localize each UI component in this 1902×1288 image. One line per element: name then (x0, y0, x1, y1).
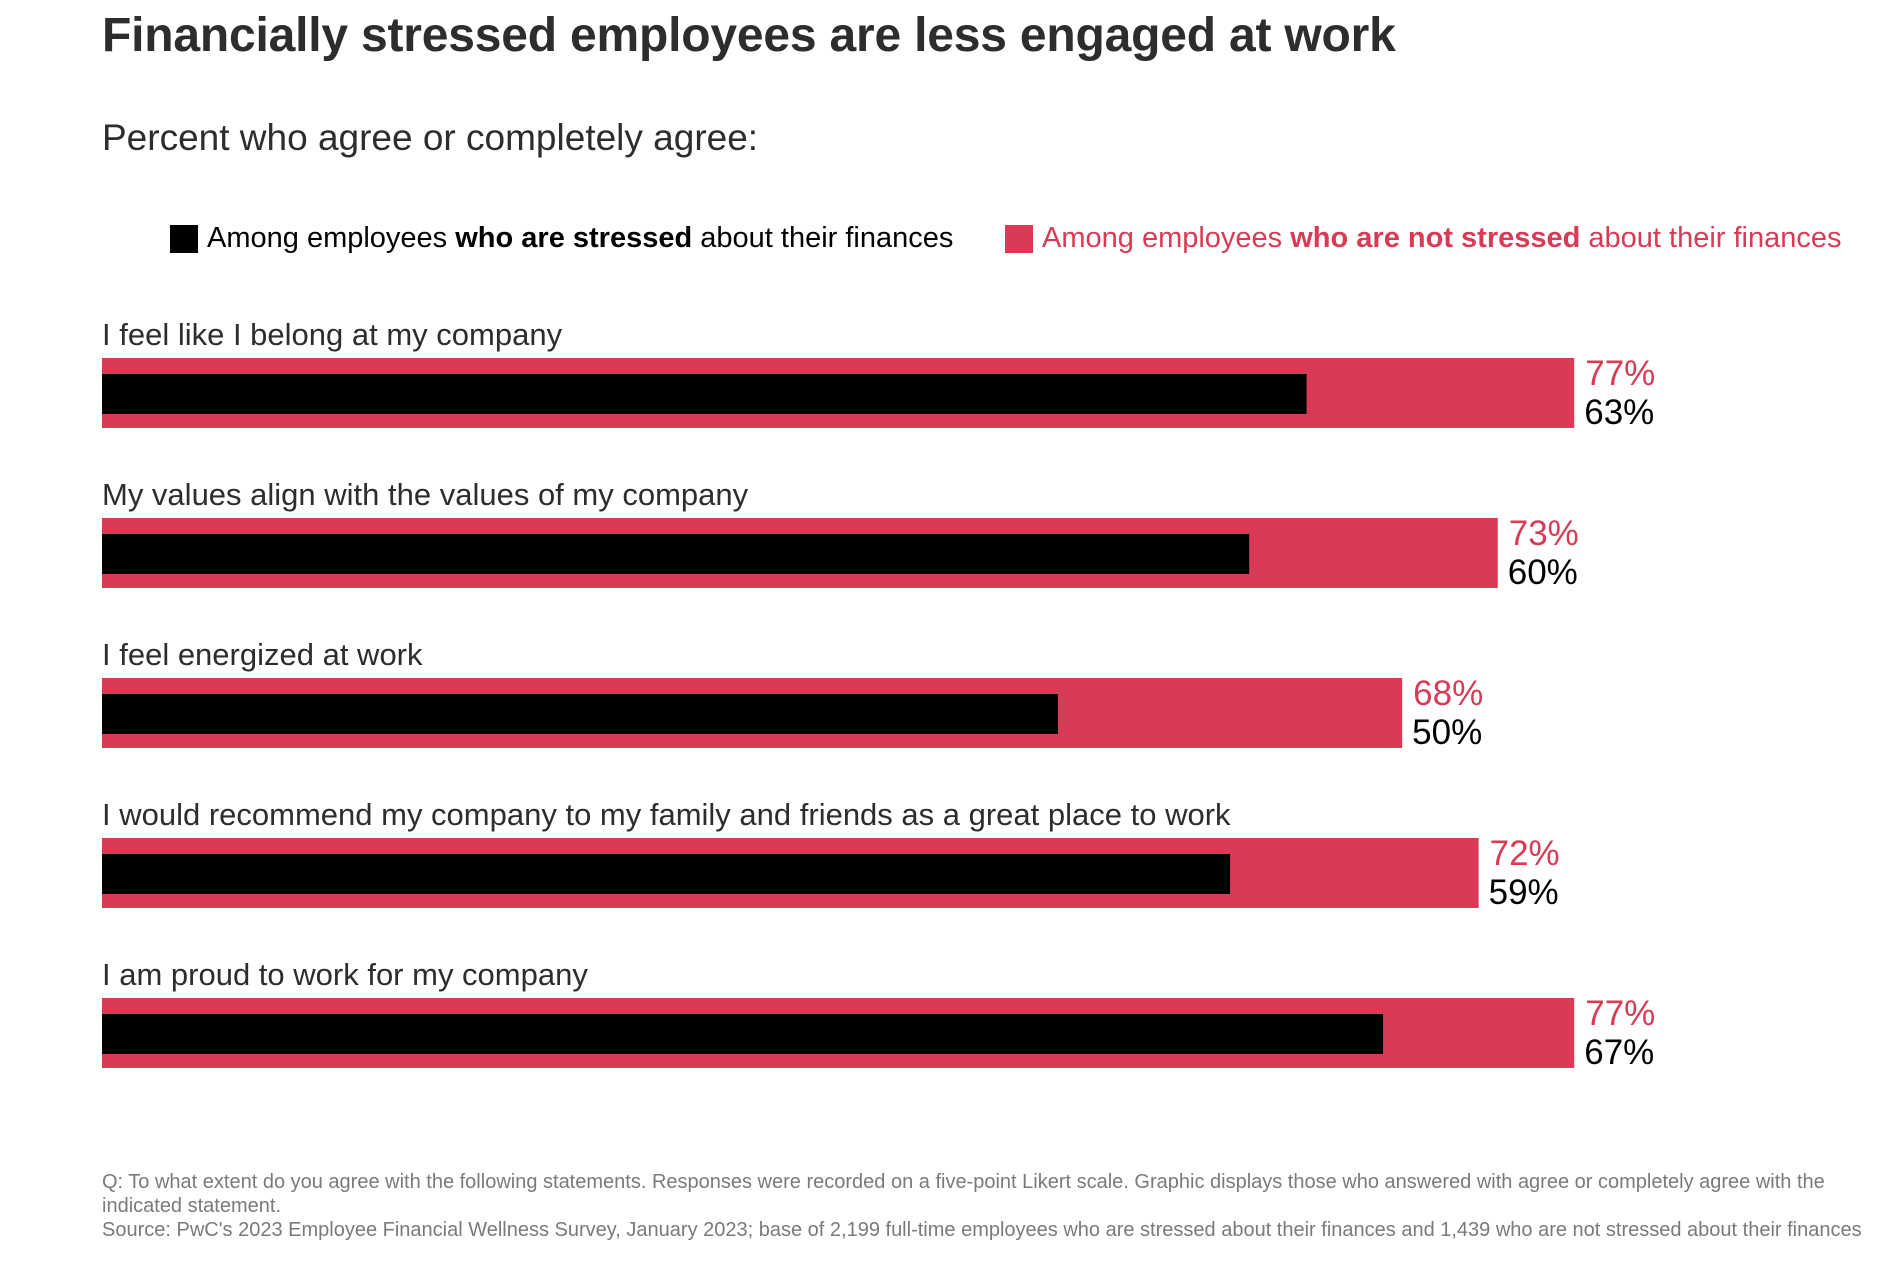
category-label: I feel energized at work (102, 637, 423, 672)
value-label-stressed: 59% (1489, 873, 1559, 912)
bar-stressed (102, 854, 1231, 894)
legend-swatch-not-stressed (1005, 224, 1033, 253)
category-label: I would recommend my company to my famil… (102, 797, 1231, 832)
footnote-source: Source: PwC's 2023 Employee Financial We… (102, 1219, 1862, 1241)
value-label-not-stressed: 72% (1490, 834, 1560, 873)
footnote-question: Q: To what extent do you agree with the … (102, 1171, 1825, 1217)
legend-swatch-stressed (170, 224, 198, 253)
legend-stressed-pre: Among employees (207, 222, 456, 254)
category-label: I feel like I belong at my company (102, 317, 563, 352)
footnote: Q: To what extent do you agree with the … (102, 1170, 1882, 1242)
value-label-stressed: 50% (1412, 713, 1482, 752)
bar-chart: I feel like I belong at my company77%63%… (102, 317, 1655, 1072)
bar-stressed (102, 694, 1058, 734)
category-label: My values align with the values of my co… (102, 477, 749, 512)
chart-title: Financially stressed employees are less … (102, 9, 1396, 62)
bar-stressed (102, 534, 1250, 574)
value-label-not-stressed: 68% (1413, 674, 1483, 713)
legend-stressed-bold: who are stressed (455, 222, 693, 254)
legend: Among employees who are stressed about t… (0, 222, 1902, 262)
value-label-not-stressed: 77% (1585, 354, 1655, 393)
value-label-stressed: 67% (1584, 1033, 1654, 1072)
bar-stressed (102, 1014, 1384, 1054)
legend-not-stressed-post: about their finances (1580, 222, 1842, 254)
value-label-stressed: 60% (1508, 553, 1578, 592)
value-label-not-stressed: 77% (1585, 994, 1655, 1033)
category-label: I am proud to work for my company (102, 957, 588, 992)
chart-subtitle: Percent who agree or completely agree: (102, 117, 759, 158)
value-label-not-stressed: 73% (1509, 514, 1579, 553)
legend-item-not-stressed: Among employees who are not stressed abo… (1005, 222, 1842, 255)
legend-stressed-post: about their finances (692, 222, 954, 254)
value-label-stressed: 63% (1584, 393, 1654, 432)
bar-stressed (102, 374, 1307, 414)
legend-not-stressed-bold: who are not stressed (1290, 222, 1581, 254)
legend-item-stressed: Among employees who are stressed about t… (170, 222, 953, 255)
legend-not-stressed-pre: Among employees (1042, 222, 1291, 254)
